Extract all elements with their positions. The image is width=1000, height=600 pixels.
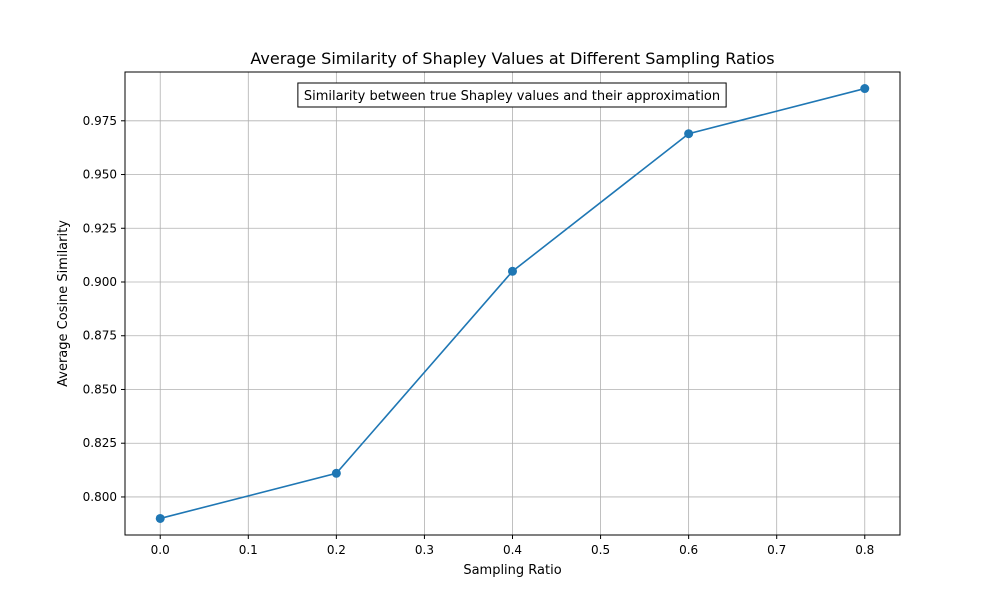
- ticks: 0.0 0.1 0.2 0.3 0.4 0.5 0.6 0.7 0.8 0.800 0.825 0.8…: [83, 114, 875, 557]
- x-tick-label: 0.0: [151, 543, 170, 557]
- annotation-box: Similarity between true Shapley values a…: [297, 82, 727, 108]
- y-tick-label: 0.875: [83, 329, 117, 343]
- x-tick-label: 0.7: [767, 543, 786, 557]
- x-tick-label: 0.8: [855, 543, 874, 557]
- y-tick-label: 0.800: [83, 490, 117, 504]
- y-tick-label: 0.950: [83, 168, 117, 182]
- y-tick-label: 0.975: [83, 114, 117, 128]
- x-tick-label: 0.5: [591, 543, 610, 557]
- x-tick-label: 0.2: [327, 543, 346, 557]
- grid: [125, 72, 900, 535]
- chart-title: Average Similarity of Shapley Values at …: [250, 49, 774, 68]
- x-axis-label: Sampling Ratio: [463, 563, 561, 578]
- x-tick-label: 0.6: [679, 543, 698, 557]
- data-point: [155, 513, 165, 523]
- y-tick-label: 0.900: [83, 275, 117, 289]
- y-tick-label: 0.825: [83, 436, 117, 450]
- annotation-text: Similarity between true Shapley values a…: [304, 89, 720, 104]
- y-axis-label: Average Cosine Similarity: [56, 220, 71, 387]
- data-point: [860, 84, 870, 94]
- series-layer: [155, 84, 870, 523]
- y-tick-label: 0.850: [83, 382, 117, 396]
- x-tick-label: 0.3: [415, 543, 434, 557]
- x-tick-label: 0.4: [503, 543, 522, 557]
- y-tick-label: 0.925: [83, 221, 117, 235]
- data-point: [684, 129, 694, 139]
- data-point: [508, 266, 517, 276]
- x-tick-label: 0.1: [239, 543, 258, 557]
- annotation-frame: [297, 82, 727, 108]
- data-point: [331, 468, 341, 478]
